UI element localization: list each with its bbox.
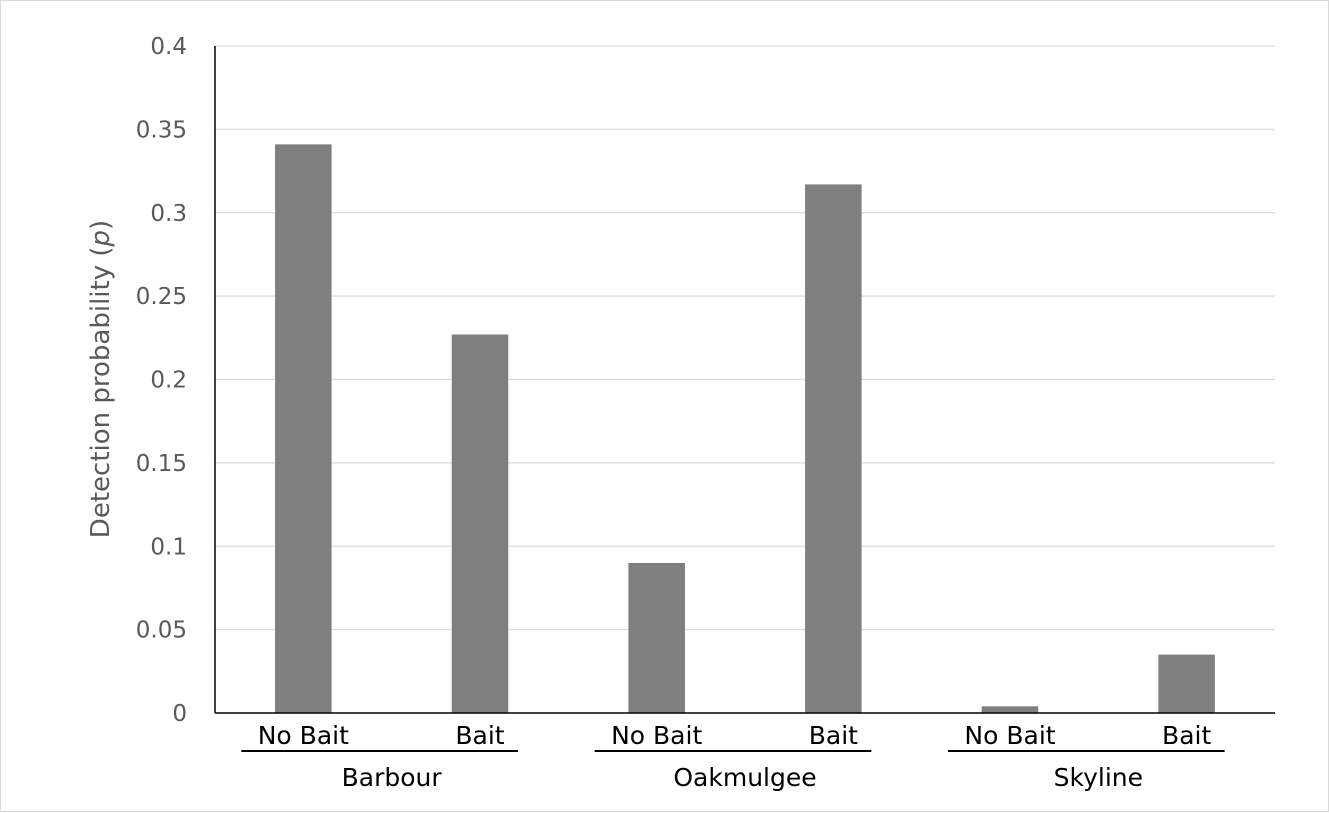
y-tick-label: 0 bbox=[172, 701, 187, 727]
bar bbox=[981, 706, 1039, 713]
x-category-label: Bait bbox=[809, 721, 858, 750]
x-category-label: No Bait bbox=[258, 721, 349, 750]
bar bbox=[628, 562, 685, 713]
y-axis-title-variable: p bbox=[86, 230, 116, 248]
y-tick-label: 0.4 bbox=[150, 34, 187, 60]
gridlines bbox=[215, 45, 1275, 631]
x-category-label: No Bait bbox=[611, 721, 702, 750]
bar bbox=[1158, 654, 1215, 713]
x-category-label: Bait bbox=[1162, 721, 1211, 750]
x-group-label: Barbour bbox=[342, 763, 443, 792]
axes bbox=[214, 46, 1275, 714]
y-tick-label: 0.05 bbox=[136, 618, 187, 644]
bar bbox=[451, 334, 509, 713]
x-category-labels: No Bait Bait No Bait Bait No Bait Bait bbox=[258, 721, 1212, 750]
y-tick-labels: 0 0.05 0.1 0.15 0.2 0.25 0.3 0.35 0.4 bbox=[136, 34, 187, 727]
y-tick-label: 0.3 bbox=[150, 201, 187, 227]
x-group-labels: Barbour Oakmulgee Skyline bbox=[241, 750, 1225, 792]
y-axis-title: Detection probability (p) bbox=[86, 220, 116, 538]
y-tick-label: 0.1 bbox=[150, 534, 187, 560]
y-axis-title-prefix: Detection probability ( bbox=[86, 246, 116, 538]
y-tick-label: 0.35 bbox=[136, 117, 187, 143]
x-group-label: Skyline bbox=[1054, 763, 1143, 792]
y-tick-label: 0.15 bbox=[136, 451, 187, 477]
bar bbox=[275, 144, 332, 713]
bar bbox=[805, 184, 862, 714]
y-tick-label: 0.2 bbox=[150, 368, 187, 394]
y-axis-title-suffix: ) bbox=[86, 220, 116, 230]
y-tick-label: 0.25 bbox=[136, 284, 187, 310]
bars bbox=[275, 144, 1215, 714]
x-category-label: Bait bbox=[455, 721, 504, 750]
x-category-label: No Bait bbox=[964, 721, 1055, 750]
x-group-label: Oakmulgee bbox=[673, 763, 816, 792]
